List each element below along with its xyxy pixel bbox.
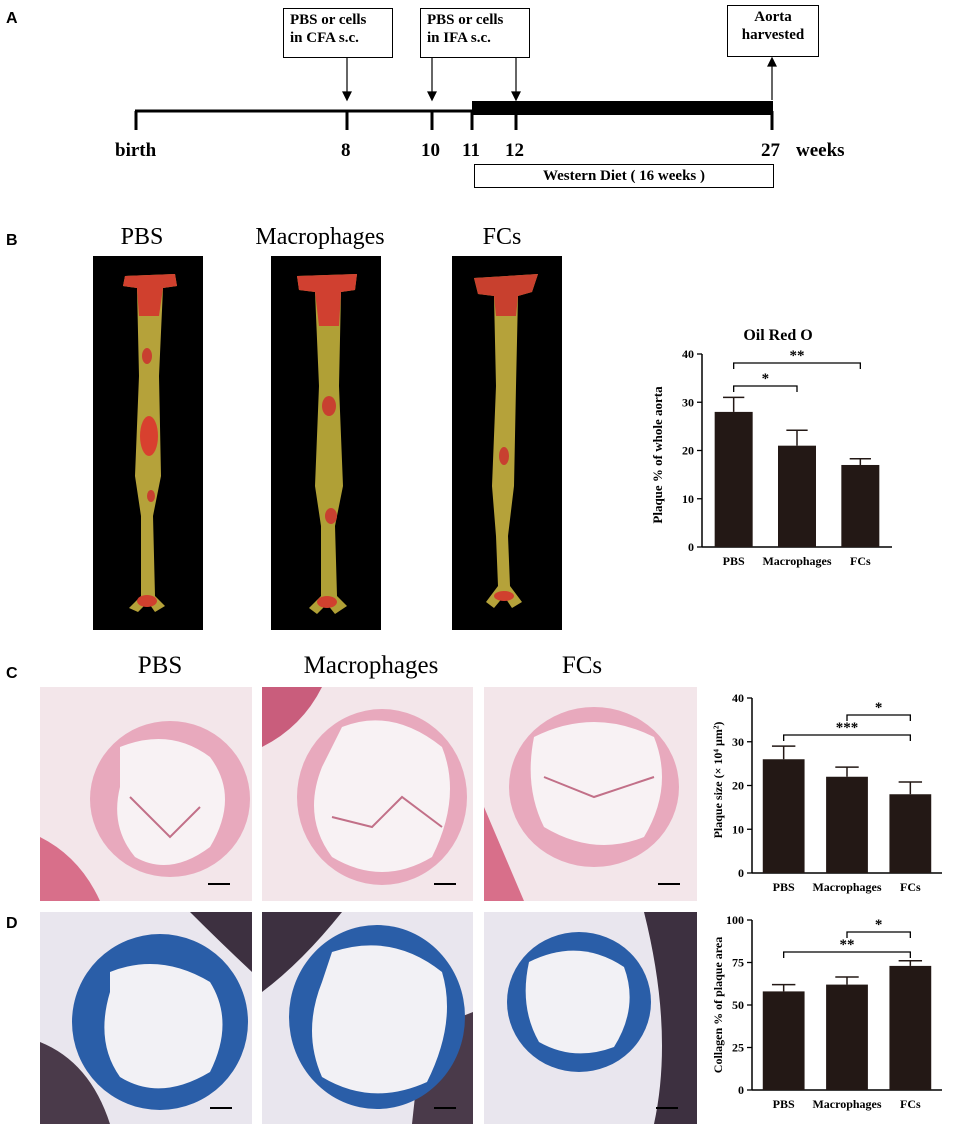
chart-b-bar-0 — [714, 411, 753, 547]
chart-d-sig-label-0: ** — [840, 937, 855, 953]
label-week-8: 8 — [341, 140, 351, 161]
label-week-12: 12 — [505, 140, 524, 161]
chart-b-sig-bracket-0 — [733, 385, 798, 392]
chart-c-bar-0 — [762, 759, 805, 873]
harvest-box: Aorta harvested — [727, 5, 819, 57]
chart-c-sig-bracket-0 — [783, 734, 911, 741]
he-stain-macrophages — [262, 687, 473, 901]
chart-d-sig-label-1: * — [875, 917, 883, 933]
chart-c-sig-label-0: *** — [836, 720, 859, 736]
chart-b-xtick-label-0: PBS — [723, 554, 745, 568]
box-ifa-line1: PBS or cells — [427, 12, 504, 28]
chart-b-ytick-label-3: 30 — [682, 395, 694, 409]
box-harvest-line1: Aorta — [754, 9, 792, 25]
aorta-photo-fcs — [452, 256, 562, 630]
chart-d-ytick-label-1: 25 — [732, 1041, 744, 1055]
title-b-fcs: FCs — [482, 224, 522, 250]
label-week-11: 11 — [462, 140, 480, 161]
title-c-macrophages: Macrophages — [303, 652, 439, 679]
box-harvest-line2: harvested — [741, 27, 805, 43]
chart-d-bar-0 — [762, 991, 805, 1090]
chart-b-xtick-label-1: Macrophages — [762, 554, 831, 568]
chart-c-ytick-label-2: 20 — [732, 779, 744, 793]
label-week-10: 10 — [421, 140, 440, 161]
chart-c-ytick-label-0: 0 — [738, 866, 744, 880]
chart-d-sig-bracket-0 — [783, 951, 911, 958]
chart-d-ytick-label-4: 100 — [726, 913, 744, 927]
chart-d-sig-bracket-1 — [846, 931, 911, 938]
chart-d-ytick-label-2: 50 — [732, 998, 744, 1012]
title-c-pbs: PBS — [137, 652, 183, 679]
chart-b-bar-2 — [841, 464, 880, 547]
panel-label-b: B — [6, 232, 18, 249]
title-b-macrophages: Macrophages — [255, 224, 385, 250]
chart-c-bar-2 — [889, 794, 932, 873]
chart-c-xtick-label-1: Macrophages — [812, 880, 881, 894]
aorta-photo-macrophages — [271, 256, 381, 630]
chart-d-xtick-label-0: PBS — [773, 1097, 795, 1111]
chart-c-sig-label-1: * — [875, 700, 883, 716]
chart-c-bar-1 — [826, 776, 868, 873]
chart-d-ytick-label-0: 0 — [738, 1083, 744, 1097]
panel-label-c: C — [6, 665, 18, 682]
chart-b-ytick-label-0: 0 — [688, 540, 694, 554]
chart-d-bar-1 — [826, 984, 868, 1090]
title-b-pbs: PBS — [120, 224, 164, 250]
chart-oil-red-o: Oil Red O Plaque % of whole aorta 0 10 20 3… — [650, 327, 892, 568]
chart-b-xtick-label-2: FCs — [850, 554, 871, 568]
chart-collagen: Collagen % of plaque area 0 25 50 75 100 PBS M… — [711, 913, 942, 1111]
chart-b-sig-label-0: * — [762, 371, 770, 387]
box-cfa-line2: in CFA s.c. — [290, 30, 359, 46]
injection-box-cfa: PBS or cells in CFA s.c. — [283, 8, 393, 58]
panel-label-d: D — [6, 915, 18, 932]
label-birth: birth — [115, 140, 157, 161]
chart-d-xtick-label-2: FCs — [900, 1097, 921, 1111]
trichrome-stain-fcs — [484, 912, 697, 1124]
chart-c-ytick-label-3: 30 — [732, 735, 744, 749]
chart-b-sig-label-1: ** — [790, 348, 805, 364]
arrow-12-head — [511, 91, 521, 102]
chart-b-bar-1 — [778, 445, 816, 547]
chart-c-sig-bracket-1 — [846, 714, 911, 721]
chart-plaque-size: Plaque size (× 10⁴ μm²) 0 10 20 30 40 PBS Macr… — [711, 691, 942, 894]
arrow-8-head — [342, 91, 352, 102]
trichrome-stain-macrophages — [262, 912, 473, 1124]
chart-b-ylabel: Plaque % of whole aorta — [650, 386, 665, 524]
he-stain-fcs — [484, 687, 697, 901]
aorta-photo-pbs — [93, 256, 203, 630]
injection-box-ifa: PBS or cells in IFA s.c. — [420, 8, 530, 58]
western-diet-box: Western Diet ( 16 weeks ) — [474, 164, 774, 188]
panel-label-a: A — [6, 10, 18, 27]
chart-b-sig-bracket-1 — [733, 362, 861, 369]
chart-d-ylabel: Collagen % of plaque area — [711, 937, 725, 1073]
box-ifa-line2: in IFA s.c. — [427, 30, 491, 46]
chart-b-ytick-label-4: 40 — [682, 347, 694, 361]
box-cfa-line1: PBS or cells — [290, 12, 367, 28]
chart-d-bar-2 — [889, 965, 932, 1090]
chart-c-xtick-label-2: FCs — [900, 880, 921, 894]
arrow-27-head — [767, 56, 777, 67]
chart-b-ytick-label-1: 10 — [682, 492, 694, 506]
chart-c-xtick-label-0: PBS — [773, 880, 795, 894]
he-stain-pbs — [40, 687, 252, 901]
timeline-graphic — [134, 56, 777, 130]
chart-c-ytick-label-4: 40 — [732, 691, 744, 705]
chart-c-ytick-label-1: 10 — [732, 822, 744, 836]
chart-d-xtick-label-1: Macrophages — [812, 1097, 881, 1111]
chart-c-ylabel: Plaque size (× 10⁴ μm²) — [711, 722, 725, 839]
chart-d-ytick-label-3: 75 — [732, 956, 744, 970]
trichrome-stain-pbs — [40, 912, 252, 1124]
chart-b-title: Oil Red O — [743, 327, 812, 344]
label-weeks: weeks — [796, 140, 845, 161]
timeline-thick — [472, 101, 773, 115]
arrow-10-head — [427, 91, 437, 102]
label-week-27: 27 — [761, 140, 780, 161]
chart-b-ytick-label-2: 20 — [682, 444, 694, 458]
title-c-fcs: FCs — [561, 652, 603, 679]
